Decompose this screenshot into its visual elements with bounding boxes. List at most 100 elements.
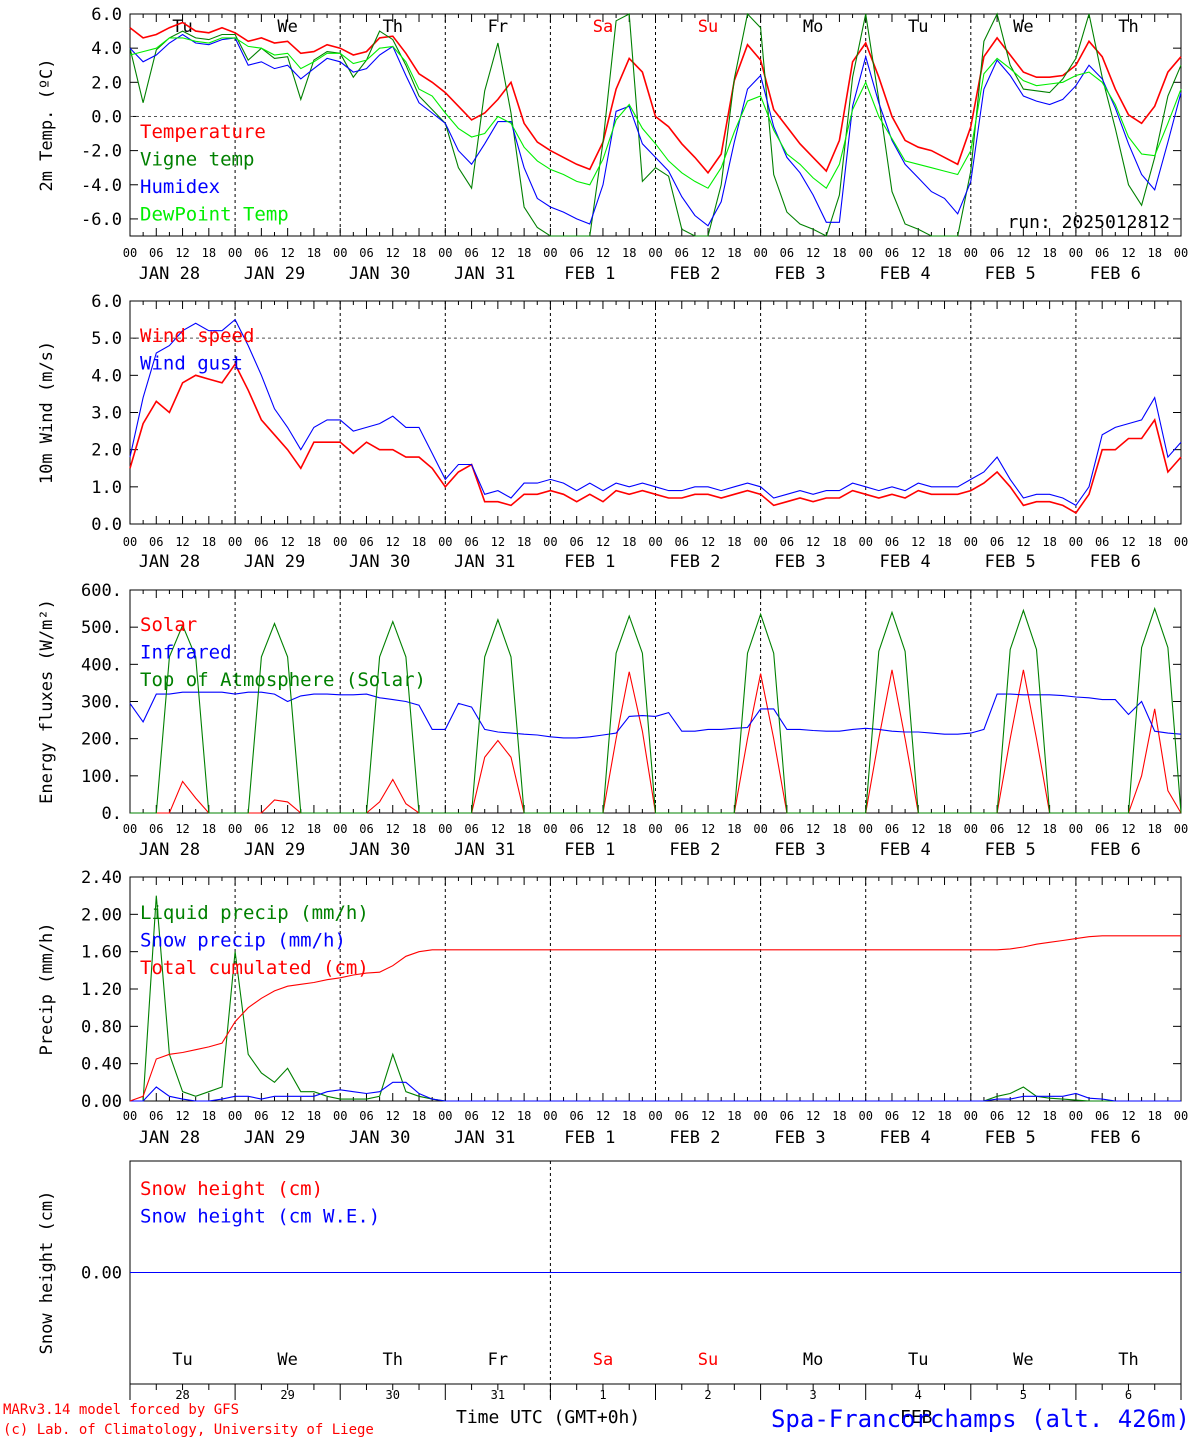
day-name: Th bbox=[1118, 1350, 1138, 1370]
month-label: FEB bbox=[900, 1407, 933, 1428]
x-date-label: FEB 2 bbox=[669, 264, 720, 284]
x-hour-label: 06 bbox=[885, 1109, 899, 1123]
x-hour-label: 18 bbox=[1042, 535, 1056, 549]
x-date-label: FEB 1 bbox=[564, 1128, 615, 1148]
y-tick-label: -4.0 bbox=[81, 176, 122, 196]
y-tick-label: 0.00 bbox=[81, 1264, 122, 1284]
day-number: 31 bbox=[491, 1388, 505, 1402]
x-hour-label: 00 bbox=[333, 246, 347, 260]
day-name: Mo bbox=[803, 1350, 823, 1370]
x-hour-label: 00 bbox=[228, 535, 242, 549]
x-date-label: JAN 28 bbox=[139, 840, 200, 860]
x-date-label: JAN 28 bbox=[139, 552, 200, 572]
x-hour-label: 12 bbox=[280, 535, 294, 549]
x-hour-label: 06 bbox=[569, 1109, 583, 1123]
x-hour-label: 18 bbox=[412, 535, 426, 549]
x-hour-label: 12 bbox=[596, 1109, 610, 1123]
x-hour-label: 18 bbox=[202, 535, 216, 549]
day-number: 5 bbox=[1020, 1388, 1027, 1402]
series-line-blue bbox=[130, 1081, 1181, 1102]
x-date-label: JAN 29 bbox=[244, 1128, 305, 1148]
x-hour-label: 06 bbox=[254, 535, 268, 549]
x-hour-label: 18 bbox=[1147, 1109, 1161, 1123]
series-line-blue bbox=[129, 318, 1182, 507]
x-hour-label: 00 bbox=[648, 1109, 662, 1123]
y-tick-label: 1.60 bbox=[81, 943, 122, 963]
day-name: Tu bbox=[172, 1350, 192, 1370]
series-line-red bbox=[129, 362, 1182, 514]
y-tick-label: 500. bbox=[81, 618, 122, 638]
x-hour-label: 06 bbox=[990, 822, 1004, 836]
x-hour-label: 12 bbox=[1016, 822, 1030, 836]
x-hour-label: 12 bbox=[1121, 535, 1135, 549]
x-hour-label: 18 bbox=[832, 535, 846, 549]
x-hour-label: 18 bbox=[937, 1109, 951, 1123]
x-date-label: JAN 30 bbox=[349, 264, 410, 284]
series-line-red bbox=[129, 935, 1181, 1102]
run-annotation: run: 2025012812 bbox=[1007, 212, 1170, 233]
x-hour-label: 12 bbox=[280, 822, 294, 836]
day-number: 28 bbox=[175, 1388, 189, 1402]
y-tick-label: 3.0 bbox=[91, 404, 122, 424]
day-name: Th bbox=[1118, 17, 1138, 37]
x-date-label: FEB 1 bbox=[564, 840, 615, 860]
x-hour-label: 06 bbox=[149, 1109, 163, 1123]
day-name: We bbox=[277, 17, 297, 37]
x-hour-label: 00 bbox=[543, 246, 557, 260]
day-name: Th bbox=[383, 17, 403, 37]
day-name: Su bbox=[698, 17, 718, 37]
x-hour-label: 18 bbox=[517, 822, 531, 836]
x-hour-label: 00 bbox=[123, 822, 137, 836]
x-hour-label: 18 bbox=[412, 822, 426, 836]
x-hour-label: 18 bbox=[412, 1109, 426, 1123]
day-name: Mo bbox=[803, 17, 823, 37]
x-hour-label: 00 bbox=[858, 246, 872, 260]
x-date-label: FEB 2 bbox=[669, 1128, 720, 1148]
day-number: 3 bbox=[810, 1388, 817, 1402]
x-date-label: FEB 3 bbox=[774, 552, 825, 572]
x-hour-label: 12 bbox=[280, 246, 294, 260]
x-hour-label: 06 bbox=[359, 535, 373, 549]
x-hour-label: 12 bbox=[1016, 246, 1030, 260]
x-date-label: FEB 3 bbox=[774, 264, 825, 284]
x-date-label: FEB 4 bbox=[880, 1128, 931, 1148]
day-name: Tu bbox=[908, 17, 928, 37]
y-tick-label: 6.0 bbox=[91, 292, 122, 312]
x-date-label: JAN 31 bbox=[454, 552, 515, 572]
x-hour-label: 00 bbox=[123, 535, 137, 549]
x-date-label: JAN 29 bbox=[244, 840, 305, 860]
x-hour-label: 18 bbox=[517, 1109, 531, 1123]
x-hour-label: 18 bbox=[727, 822, 741, 836]
x-hour-label: 06 bbox=[885, 822, 899, 836]
x-hour-label: 06 bbox=[464, 822, 478, 836]
y-tick-label: 2.00 bbox=[81, 905, 122, 925]
x-hour-label: 12 bbox=[596, 822, 610, 836]
panel-5: Snow height (cm) 0.00 Tu 28 We 29 Th 30 Fr 31 Sa 1 S… bbox=[37, 1160, 1182, 1402]
x-hour-label: 00 bbox=[123, 1109, 137, 1123]
y-tick-label: 6.0 bbox=[91, 5, 122, 25]
plot-frame bbox=[129, 300, 1182, 525]
legend-entry: Wind gust bbox=[140, 353, 243, 375]
x-hour-label: 06 bbox=[254, 246, 268, 260]
x-hour-label: 00 bbox=[753, 1109, 767, 1123]
x-hour-label: 18 bbox=[937, 246, 951, 260]
x-hour-label: 12 bbox=[701, 246, 715, 260]
y-tick-label: 100. bbox=[81, 767, 122, 787]
x-hour-label: 12 bbox=[911, 822, 925, 836]
x-hour-label: 00 bbox=[1069, 1109, 1083, 1123]
x-hour-label: 06 bbox=[569, 246, 583, 260]
x-hour-label: 12 bbox=[911, 535, 925, 549]
x-hour-label: 18 bbox=[202, 822, 216, 836]
y-tick-label: 4.0 bbox=[91, 39, 122, 59]
x-hour-label: 12 bbox=[701, 1109, 715, 1123]
x-date-label: JAN 29 bbox=[244, 552, 305, 572]
x-hour-label: 00 bbox=[648, 822, 662, 836]
x-hour-label: 18 bbox=[727, 246, 741, 260]
x-hour-label: 00 bbox=[753, 822, 767, 836]
x-hour-label: 18 bbox=[622, 246, 636, 260]
x-hour-label: 06 bbox=[780, 246, 794, 260]
x-hour-label: 12 bbox=[701, 822, 715, 836]
y-tick-label: 0.40 bbox=[81, 1055, 122, 1075]
x-hour-label: 00 bbox=[858, 1109, 872, 1123]
series-line-green bbox=[130, 606, 1182, 814]
